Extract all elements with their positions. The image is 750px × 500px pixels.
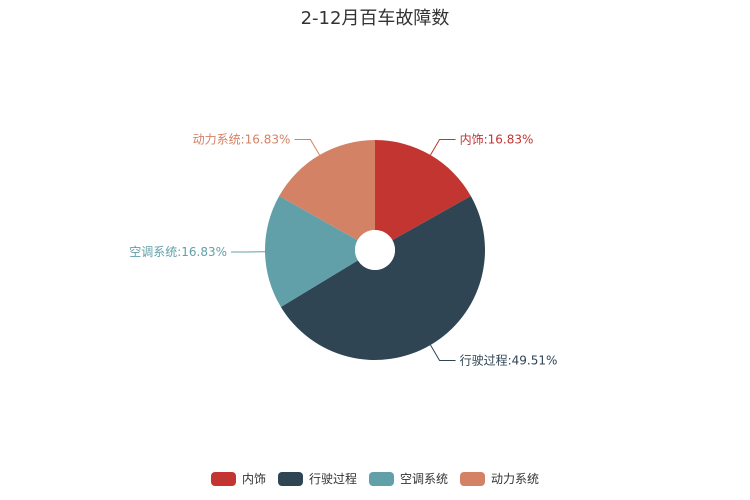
slice-label-ac: 空调系统:16.83% <box>129 245 227 259</box>
legend-swatch-interior <box>210 471 236 486</box>
legend-swatch-ac <box>369 471 394 486</box>
pie-slice-interior[interactable] <box>375 140 471 241</box>
pie-slice-driving[interactable] <box>280 195 486 361</box>
legend-label-powertrain: 动力系统 <box>491 472 540 486</box>
legend-label-driving: 行驶过程 <box>308 472 357 486</box>
legend-label-ac: 空调系统 <box>400 472 449 486</box>
legend-swatch-driving <box>277 471 303 486</box>
pie-slice-powertrain[interactable] <box>279 140 375 241</box>
legend-label-interior: 内饰 <box>241 472 266 486</box>
slice-label-driving: 行驶过程:49.51% <box>460 353 558 368</box>
legend-item-ac[interactable]: 空调系统 <box>369 470 448 487</box>
pie-slice-ac[interactable] <box>265 195 358 307</box>
label-line-driving <box>430 344 456 362</box>
slice-label-interior: 内饰:16.83% <box>460 132 534 146</box>
legend-item-powertrain[interactable]: 动力系统 <box>460 470 539 487</box>
chart-title: 2-12月百车故障数 <box>300 8 450 29</box>
label-line-powertrain <box>294 138 320 156</box>
legend-swatch-powertrain <box>460 471 486 486</box>
slice-label-powertrain: 动力系统:16.83% <box>193 132 291 146</box>
label-line-interior <box>430 138 456 156</box>
pie-center-hole <box>355 230 395 270</box>
legend: 内饰 行驶过程 空调系统 动力系统 <box>0 470 750 487</box>
legend-item-driving[interactable]: 行驶过程 <box>277 470 357 487</box>
legend-item-interior[interactable]: 内饰 <box>210 470 266 487</box>
